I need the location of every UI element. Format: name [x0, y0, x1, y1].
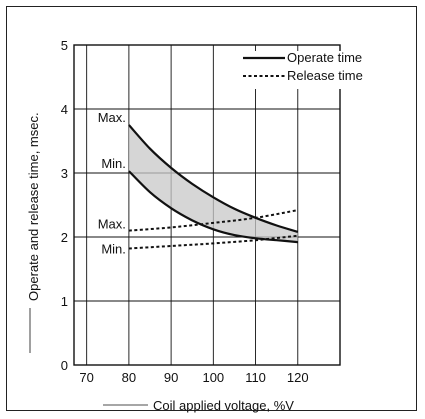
- plot-area-border: [73, 44, 341, 366]
- y-axis-title: Operate and release time, msec.: [26, 112, 41, 301]
- band-labels: Max. Min. Max. Min.: [98, 110, 126, 257]
- x-tick-label: 80: [122, 370, 136, 385]
- x-tick-label: 120: [287, 370, 309, 385]
- legend: Operate time Release time: [239, 50, 363, 89]
- x-tick-label: 110: [245, 370, 266, 385]
- figure-frame: [6, 6, 417, 411]
- series-lines: [128, 124, 299, 250]
- y-tick-label: 4: [61, 102, 68, 117]
- operate-band-label: Max.: [98, 110, 126, 125]
- y-tick-label: 5: [61, 38, 68, 53]
- x-tick-label: 100: [202, 370, 224, 385]
- release-band-label: Min.: [101, 242, 126, 257]
- operate-band-label: Min.: [101, 156, 126, 171]
- operate-time-min-line: [128, 170, 298, 244]
- release-time-max-line: [128, 209, 298, 232]
- release-band-label: Max.: [98, 217, 126, 232]
- y-tick-label: 3: [61, 166, 68, 181]
- y-tick-label: 1: [61, 294, 68, 309]
- legend-entry: Operate time: [287, 50, 362, 65]
- x-axis-title-group: Coil applied voltage, %V: [103, 398, 294, 413]
- x-tick-label: 70: [79, 370, 93, 385]
- release-time-min-line: [128, 234, 298, 250]
- legend-entry: Release time: [287, 68, 363, 83]
- x-tick-label: 90: [164, 370, 178, 385]
- x-axis-title: Coil applied voltage, %V: [153, 398, 294, 413]
- operate-time-max-line: [128, 124, 299, 233]
- tick-labels: 0 1 2 3 4 5 70 80 90 100 110 120: [61, 38, 309, 385]
- operate-time-spread-shading: [128, 125, 298, 243]
- y-axis-title-group: Operate and release time, msec.: [26, 112, 41, 353]
- y-tick-label: 0: [61, 358, 68, 373]
- y-tick-label: 2: [61, 230, 68, 245]
